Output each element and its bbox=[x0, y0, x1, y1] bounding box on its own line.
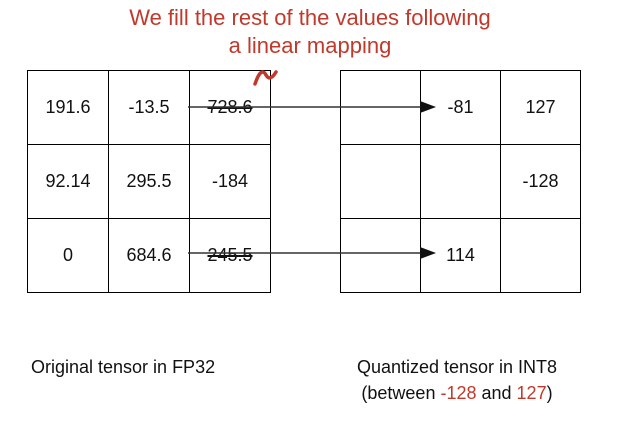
quant-cell-2-1: 114 bbox=[420, 218, 501, 293]
orig-cell-0-0: 191.6 bbox=[27, 70, 109, 145]
quant-cell-2-0 bbox=[340, 218, 421, 293]
quantized-tensor-caption: Quantized tensor in INT8 (between -128 a… bbox=[322, 354, 592, 406]
quantized-caption-line-2: (between -128 and 127) bbox=[322, 380, 592, 406]
range-max: 127 bbox=[516, 383, 547, 403]
arrow-head-top-icon bbox=[420, 101, 436, 113]
range-min: -128 bbox=[440, 383, 477, 403]
quant-cell-1-2: -128 bbox=[500, 144, 581, 219]
orig-cell-2-2: 245.5 bbox=[189, 218, 271, 293]
annotation-line-2: a linear mapping bbox=[228, 33, 392, 58]
range-prefix: (between bbox=[361, 383, 441, 403]
orig-cell-2-2-value: 245.5 bbox=[207, 245, 253, 265]
quant-cell-1-1 bbox=[420, 144, 501, 219]
orig-cell-2-1: 684.6 bbox=[108, 218, 190, 293]
range-suffix: ) bbox=[546, 383, 553, 403]
curved-pointer-icon bbox=[253, 70, 278, 86]
table-row: 92.14 295.5 -184 bbox=[27, 144, 271, 219]
table-row: -128 bbox=[340, 144, 581, 219]
quant-cell-0-2: 127 bbox=[500, 70, 581, 145]
quant-cell-2-2 bbox=[500, 218, 581, 293]
table-row: 114 bbox=[340, 218, 581, 293]
annotation-line-1: We fill the rest of the values following bbox=[129, 5, 491, 30]
quantized-tensor-grid: -81 127 -128 114 bbox=[340, 70, 581, 293]
range-and: and bbox=[476, 383, 517, 403]
linear-mapping-annotation: We fill the rest of the values following… bbox=[0, 4, 620, 60]
orig-cell-1-2: -184 bbox=[189, 144, 271, 219]
arrow-head-bottom-icon bbox=[420, 247, 436, 259]
original-tensor-caption: Original tensor in FP32 bbox=[31, 357, 216, 377]
table-row: 0 684.6 245.5 bbox=[27, 218, 271, 293]
quant-cell-1-0 bbox=[340, 144, 421, 219]
quantized-caption-line-1: Quantized tensor in INT8 bbox=[356, 357, 558, 377]
orig-cell-2-0: 0 bbox=[27, 218, 109, 293]
